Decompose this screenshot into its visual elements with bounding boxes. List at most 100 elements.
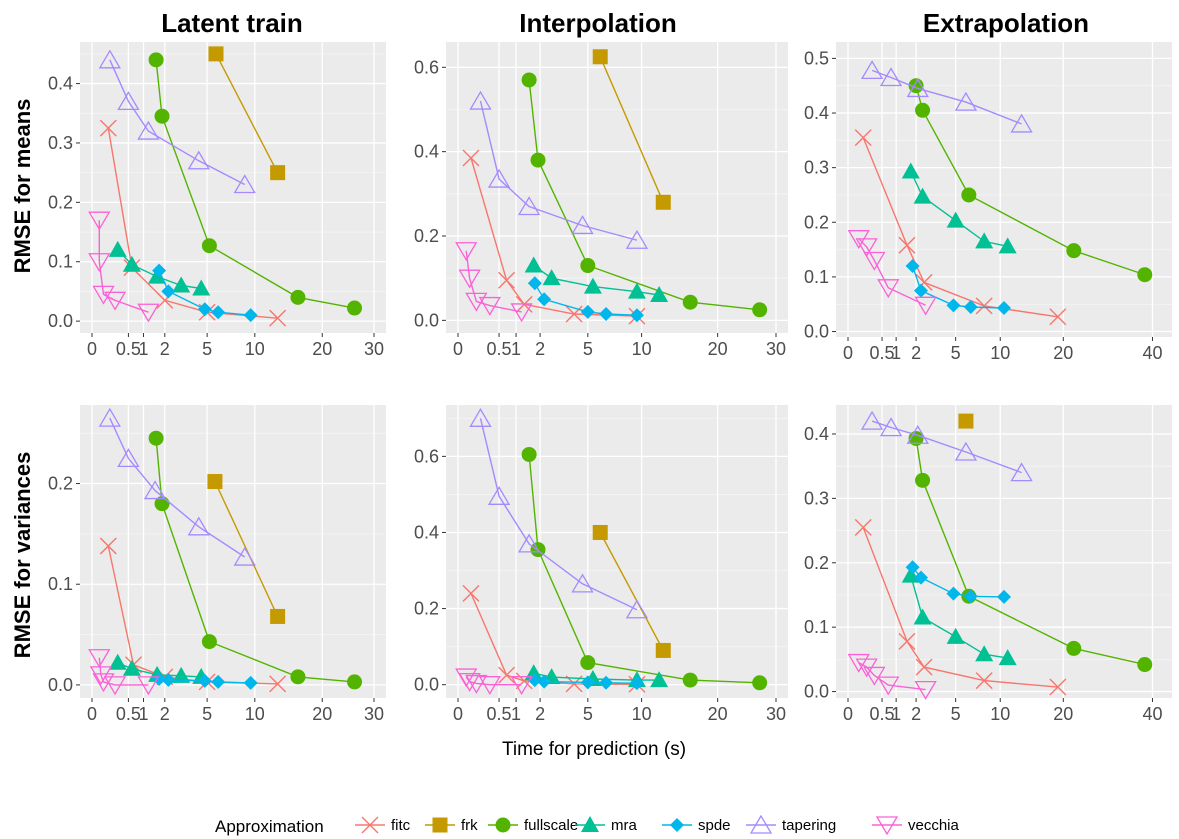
legend-item-tapering: tapering (746, 814, 836, 834)
x-tick-label: 0 (843, 343, 853, 363)
point-tapering (187, 150, 210, 170)
point-fullscale (530, 152, 546, 168)
point-fullscale (1137, 267, 1153, 283)
point-fitc (1049, 678, 1067, 696)
series-fullscale (148, 52, 363, 316)
point-vecchia (847, 653, 870, 673)
x-axis-title: Time for prediction (s) (502, 739, 686, 760)
x-tick-label: 20 (1053, 343, 1073, 363)
point-vecchia (458, 672, 481, 692)
x-tick-label: 0 (87, 704, 97, 724)
point-tapering (137, 120, 160, 140)
legend-item-vecchia: vecchia (872, 816, 960, 836)
point-fitc (898, 632, 916, 650)
point-tapering (517, 533, 541, 553)
series-line-frk (599, 56, 664, 203)
point-fullscale (521, 72, 537, 88)
series-tapering (469, 408, 649, 619)
x-tick-label: 10 (990, 704, 1010, 724)
series-fullscale (521, 72, 768, 318)
series-frk (207, 474, 286, 624)
point-fitc (269, 675, 287, 693)
panel-latent-train-means: 0.0 0.1 0.2 0.3 0.4 0 0.51 2 5 10 20 30 (48, 42, 386, 359)
point-spde (580, 675, 595, 690)
point-fullscale (682, 672, 698, 688)
point-fullscale (961, 187, 977, 203)
x-tick-label: 10 (245, 339, 265, 359)
y-tick-label: 0.3 (804, 158, 829, 178)
series-line-frk (599, 532, 664, 651)
point-mra (998, 237, 1017, 254)
legend-item-fullscale: fullscale (488, 817, 578, 834)
series-spde (152, 263, 258, 323)
point-tapering (879, 417, 903, 437)
point-mra (108, 653, 127, 670)
point-vecchia (88, 649, 111, 669)
point-fitc (854, 129, 872, 147)
point-vecchia (465, 292, 488, 312)
panel-background (446, 405, 788, 698)
y-tick-label: 0.0 (48, 675, 73, 695)
point-spde (243, 308, 258, 323)
legend-key-frk (432, 817, 448, 833)
y-tick-label: 0.1 (48, 252, 73, 272)
y-tick-label: 0.2 (804, 553, 829, 573)
x-tick-label: 30 (766, 704, 786, 724)
point-vecchia (855, 238, 878, 258)
y-tick-label: 0.4 (804, 424, 829, 444)
y-tick-label: 0.0 (804, 682, 829, 702)
point-mra (172, 276, 191, 293)
panel-extrapolation-means: 0.00.10.20.30.40.50 0.51 2 5 10 20 40 (804, 42, 1172, 363)
point-tapering (117, 448, 140, 468)
series-frk (592, 524, 671, 658)
point-tapering (1010, 462, 1033, 482)
point-mra (524, 256, 543, 273)
point-fullscale (148, 430, 164, 446)
series-fitc (854, 518, 1067, 696)
x-tick-label: 0 (87, 339, 97, 359)
series-mra (524, 256, 669, 303)
series-line-tapering (109, 417, 246, 558)
point-vecchia (914, 680, 937, 700)
point-spde (905, 560, 920, 575)
point-fitc (99, 537, 117, 555)
point-fullscale (201, 634, 217, 650)
legend-label-vecchia: vecchia (908, 817, 960, 834)
point-fullscale (290, 289, 306, 305)
point-tapering (625, 599, 649, 619)
panel-background (836, 405, 1172, 698)
x-tick-label: 5 (583, 704, 593, 724)
point-mra (122, 659, 141, 676)
series-vecchia (455, 668, 533, 695)
point-spde (599, 675, 614, 690)
legend-label-spde: spde (698, 817, 731, 834)
point-spde (537, 674, 552, 689)
y-tick-label: 0.4 (414, 522, 439, 542)
point-spde (963, 589, 978, 604)
row-title-variances: RMSE for variances (10, 452, 35, 659)
point-fullscale (915, 472, 931, 488)
point-tapering (906, 78, 929, 98)
point-spde (161, 672, 176, 687)
y-tick-label: 0.2 (414, 226, 439, 246)
point-tapering (469, 90, 492, 110)
point-frk (655, 642, 671, 658)
point-fullscale (682, 294, 698, 310)
legend-item-fitc: fitc (355, 816, 411, 834)
point-fitc (915, 658, 933, 676)
point-tapering (469, 408, 492, 427)
y-tick-label: 0.5 (804, 48, 829, 68)
legend-label-tapering: tapering (782, 817, 836, 834)
point-fitc (975, 672, 993, 690)
point-tapering (1010, 113, 1033, 133)
point-fullscale (154, 108, 170, 124)
series-fullscale (148, 430, 363, 690)
point-vecchia (88, 253, 111, 273)
y-tick-label: 0.1 (804, 267, 829, 287)
x-tick-label: 0.5 (116, 339, 141, 359)
point-spde (211, 674, 226, 689)
point-spde (197, 673, 212, 688)
x-tick-label: 2 (535, 339, 545, 359)
point-tapering (487, 486, 511, 505)
point-mra (542, 269, 561, 286)
